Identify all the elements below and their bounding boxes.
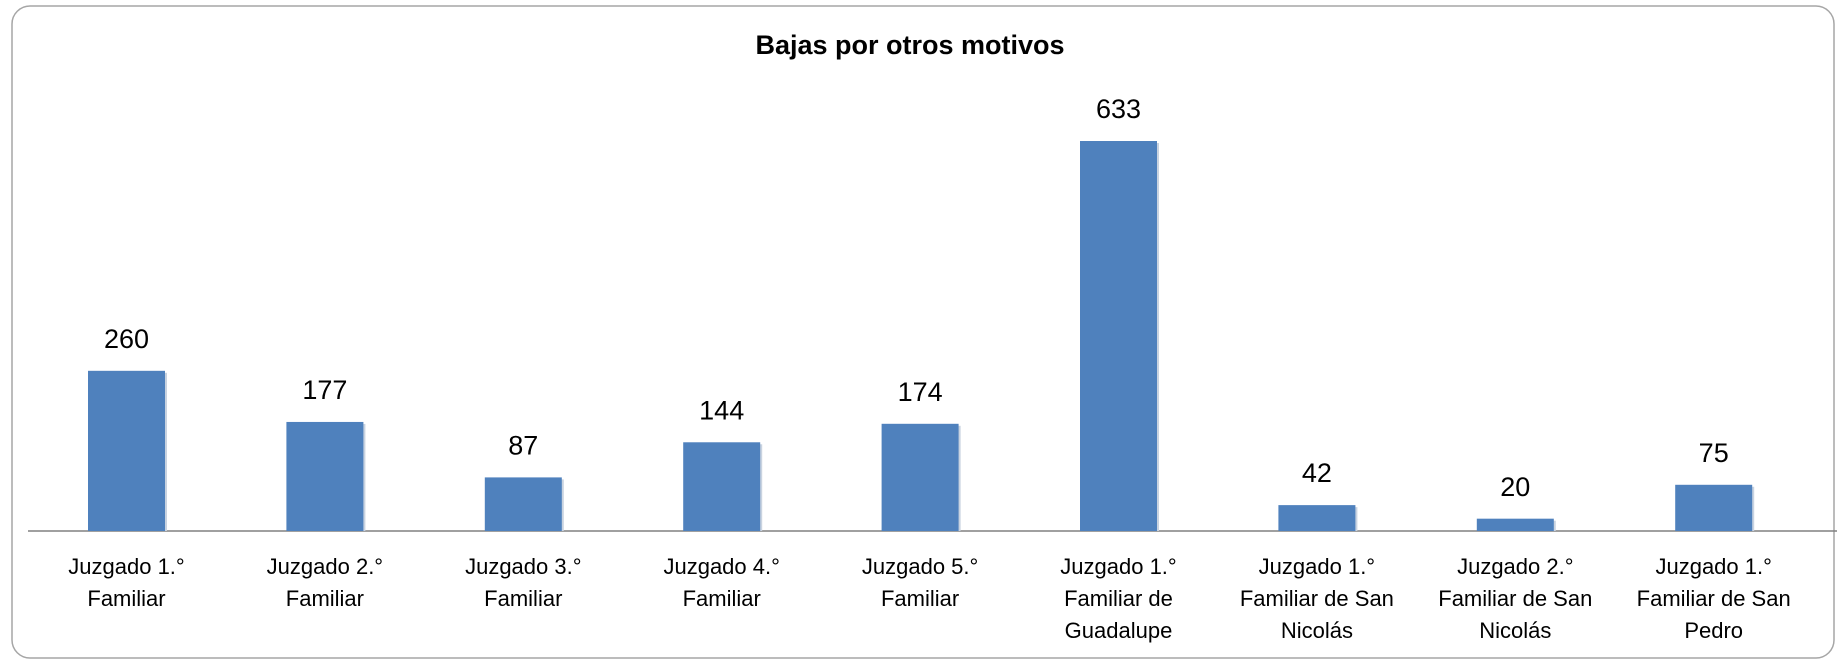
value-label: 42 — [1302, 458, 1332, 488]
value-label: 20 — [1500, 472, 1530, 502]
bar — [88, 370, 165, 531]
bar — [286, 421, 364, 531]
x-tick-label: Juzgado 5.° Familiar — [861, 554, 979, 611]
bar — [683, 442, 761, 531]
value-label: 144 — [699, 395, 744, 425]
x-tick-label: Juzgado 1.° Familiar de San Pedro — [1636, 554, 1791, 643]
x-tick-label: Juzgado 2.° Familiar — [266, 554, 384, 611]
x-tick-label: Juzgado 4.° Familiar — [663, 554, 780, 611]
bar — [1675, 484, 1753, 531]
value-label: 260 — [104, 324, 149, 354]
x-tick-label: Juzgado 1.° Familiar — [68, 554, 185, 611]
value-label: 87 — [508, 431, 538, 461]
x-tick-label: Juzgado 1.° Familiar de San Nicolás — [1239, 554, 1394, 643]
x-tick-label: Juzgado 3.° Familiar — [465, 554, 582, 611]
value-label: 177 — [302, 375, 347, 405]
chart-border — [11, 5, 1835, 659]
bar — [881, 423, 959, 531]
value-label: 174 — [898, 377, 943, 407]
value-label: 75 — [1699, 438, 1729, 468]
bar — [484, 477, 562, 531]
bar — [1476, 518, 1554, 531]
x-tick-label: Juzgado 1.° Familiar de Guadalupe — [1060, 554, 1177, 643]
x-tick-label: Juzgado 2.° Familiar de San Nicolás — [1438, 554, 1593, 643]
bar — [1080, 141, 1157, 531]
chart-title: Bajas por otros motivos — [755, 30, 1064, 60]
value-label: 633 — [1096, 94, 1141, 124]
bar — [1278, 505, 1356, 531]
